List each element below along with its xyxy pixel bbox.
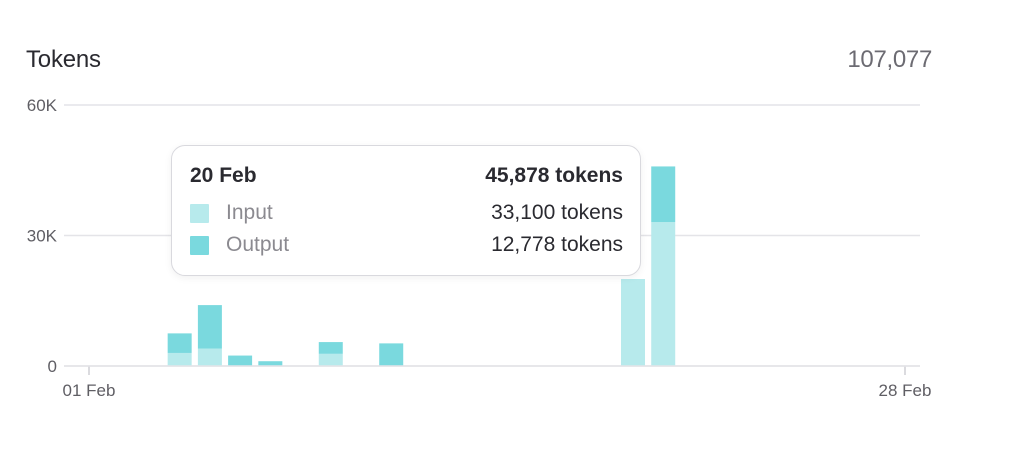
output-swatch — [190, 235, 209, 255]
bar-output — [197, 305, 222, 349]
input-swatch — [190, 203, 209, 223]
y-tick-label: 30K — [27, 227, 58, 246]
tooltip-header: 20 Feb 45,878 tokens — [190, 164, 623, 188]
bar-output — [228, 355, 253, 366]
bar-output — [167, 333, 192, 353]
bar-input — [197, 348, 222, 366]
bar-output — [258, 361, 283, 366]
bar-input — [318, 353, 343, 366]
bar-input — [167, 352, 192, 366]
y-tick-label: 0 — [48, 357, 57, 376]
bar-output — [379, 343, 404, 366]
tooltip-input-label: Input — [226, 201, 273, 224]
x-tick-label: 01 Feb — [63, 381, 116, 400]
tooltip-total: 45,878 tokens — [485, 164, 623, 187]
tooltip-output-value: 12,778 tokens — [491, 233, 623, 256]
total-tokens: 107,077 — [847, 46, 932, 73]
chart-title: Tokens — [26, 46, 101, 73]
tooltip-date: 20 Feb — [190, 164, 257, 187]
bar-input — [621, 279, 645, 366]
tooltip-row-output: Output 12,778 tokens — [190, 233, 623, 257]
bar-input — [651, 222, 676, 366]
tooltip-row-input: Input 33,100 tokens — [190, 201, 623, 225]
tooltip-output-label: Output — [226, 233, 290, 256]
bar-output — [318, 342, 343, 354]
y-tick-label: 60K — [27, 96, 58, 115]
chart-tooltip: 20 Feb 45,878 tokens Input 33,100 tokens… — [171, 145, 641, 276]
bar-output — [651, 166, 676, 223]
x-tick-label: 28 Feb — [879, 381, 932, 400]
tooltip-input-value: 33,100 tokens — [491, 201, 623, 224]
